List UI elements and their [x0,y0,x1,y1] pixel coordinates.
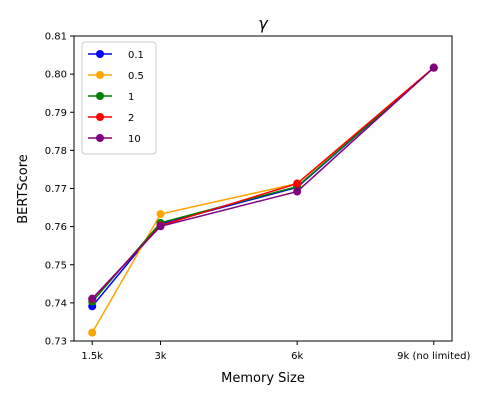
data-point [429,63,438,72]
legend-item: 0.5 [88,71,144,82]
x-axis-label: Memory Size [221,371,305,386]
legend-marker [96,71,104,79]
legend-marker [96,92,104,100]
legend: 0.1 0.5 1 2 10 [81,41,157,155]
x-tick-label: 9k (no limited) [397,351,470,362]
x-axis: 1.5k 3k 6k 9k (no limited) [81,341,471,362]
legend-label: 1 [128,92,134,103]
data-point [88,294,97,303]
series-line [91,67,435,300]
legend-marker [96,50,104,58]
legend-label: 0.1 [128,50,144,61]
y-tick-label: 0.80 [45,70,67,81]
legend-item: 0.1 [88,50,144,61]
y-tick-label: 0.74 [45,298,67,309]
y-tick-label: 0.81 [45,32,67,43]
legend-item: 1 [88,92,134,103]
data-point [156,222,165,231]
legend-label: 10 [128,134,141,145]
legend-marker [96,113,104,121]
legend-label: 0.5 [128,71,144,82]
x-tick-label: 1.5k [81,351,103,362]
legend-marker [96,134,104,142]
data-point [293,179,302,188]
chart-title: γ [258,14,269,33]
series-layer [88,63,438,337]
data-point [293,187,302,196]
y-tick-label: 0.78 [45,146,67,157]
y-axis-label: BERTScore [16,154,31,224]
x-tick-label: 6k [291,351,303,362]
x-tick-label: 3k [154,351,166,362]
y-tick-label: 0.73 [45,337,67,348]
y-tick-label: 0.75 [45,260,67,271]
legend-item: 2 [88,113,134,124]
y-tick-label: 0.76 [45,222,67,233]
legend-label: 2 [128,113,134,124]
legend-box [81,41,157,155]
y-tick-label: 0.79 [45,108,67,119]
legend-item: 10 [88,134,141,145]
data-point [156,210,165,219]
data-point [88,328,97,337]
series-10 [88,63,438,303]
y-tick-label: 0.77 [45,184,67,195]
y-axis: 0.73 0.74 0.75 0.76 0.77 0.78 0.79 0.80 0.81 [45,32,74,348]
